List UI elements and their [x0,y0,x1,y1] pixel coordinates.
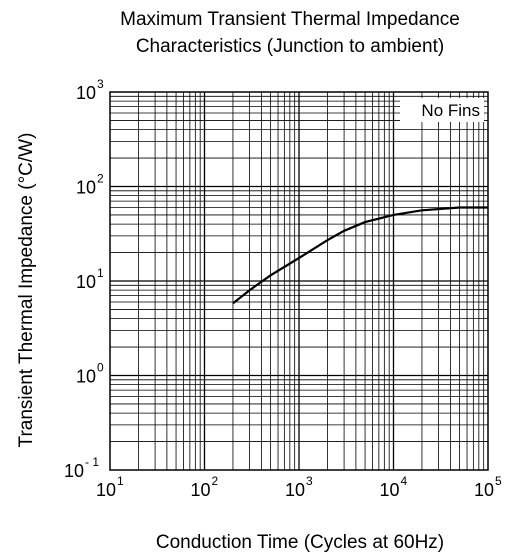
x-tick-label: 10 [379,480,399,500]
y-tick-exponent: 0 [97,361,104,375]
legend: No Fins [400,98,484,122]
legend-background [400,98,484,122]
legend-label: No Fins [421,101,480,120]
y-tick-label: 10 [76,178,96,198]
x-tick-label: 10 [190,480,210,500]
x-tick-exponent: 1 [117,474,124,488]
grid [110,92,488,470]
chart-title-line-1: Maximum Transient Thermal Impedance [120,9,460,30]
x-tick-labels: 10 1 10 2 10 3 10 4 10 5 [96,474,502,500]
y-tick-exponent: 2 [97,172,104,186]
plot-frame [109,91,489,471]
x-tick-label: 10 [96,480,116,500]
x-axis-label: Conduction Time (Cycles at 60Hz) [156,532,444,553]
y-tick-label: 10 [64,461,84,481]
y-tick-label: 10 [76,83,96,103]
x-tick-exponent: 4 [401,474,408,488]
chart-title: Maximum Transient Thermal Impedance Char… [120,9,460,57]
x-tick-exponent: 5 [495,474,502,488]
x-tick-exponent: 2 [212,474,219,488]
series-line [232,206,488,305]
y-tick-label: 10 [76,367,96,387]
y-tick-exponent: 3 [97,77,104,91]
chart-title-line-2: Characteristics (Junction to ambient) [136,36,444,57]
x-tick-exponent: 3 [306,474,313,488]
x-tick-label: 10 [285,480,305,500]
x-tick-label: 10 [474,480,494,500]
y-tick-exponent: - 1 [85,455,99,469]
y-tick-label: 10 [76,272,96,292]
y-axis-label: Transient Thermal Impedance (°C/W) [16,133,37,448]
y-tick-exponent: 1 [97,266,104,280]
